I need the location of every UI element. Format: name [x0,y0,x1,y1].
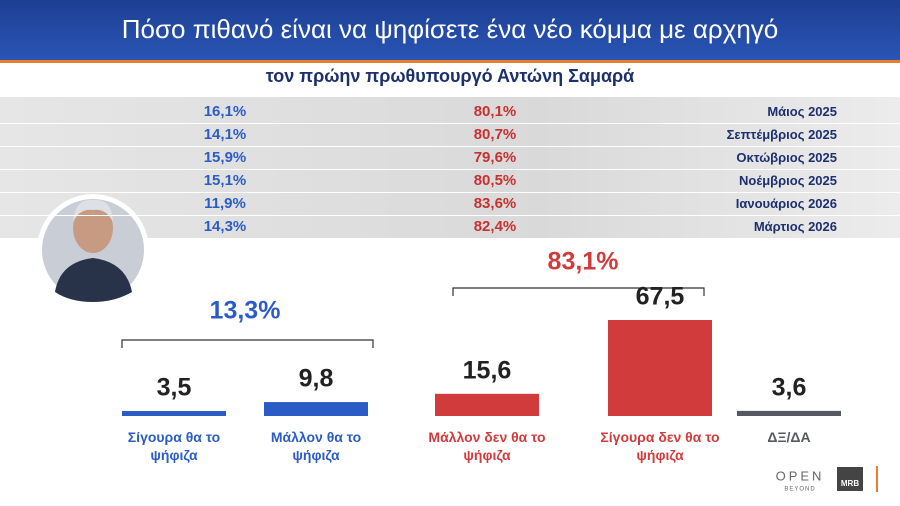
value-label: 3,5 [157,374,192,402]
share-no: 82,4% [473,218,517,235]
subtitle: τον πρώην πρωθυπουργό Αντώνη Σαμαρά [265,66,635,86]
bar [264,402,368,416]
period: Μάρτιος 2026 [753,219,837,234]
value-label: 15,6 [463,356,512,384]
bracket [121,339,374,348]
bar [737,410,841,416]
category-label: Σίγουρα θα το ψήφιζα [127,429,221,463]
logo-text: MRB [841,479,859,488]
period: Νοέμβριος 2025 [739,173,837,188]
value-label: 3,6 [772,373,807,401]
row-divider [0,123,900,124]
header-band [0,0,900,60]
value-label: 9,8 [299,365,334,393]
share-no: 80,1% [473,103,517,120]
share-no: 79,6% [473,149,517,166]
share-no: 80,7% [473,126,517,143]
row-divider [0,192,900,193]
title: Πόσο πιθανό είναι να ψηφίσετε ένα νέο κό… [121,14,779,44]
history-table [0,97,900,238]
category-label: Μάλλον θα το ψήφιζα [270,429,362,463]
category-label: Σίγουρα δεν θα το ψήφιζα [600,429,720,463]
row-divider [0,169,900,170]
category-label: Μάλλον δεν θα το ψήφιζα [428,429,546,463]
logo-box [837,467,863,491]
portrait-body [55,258,132,302]
bar [122,411,226,416]
period: Οκτώβριος 2025 [736,150,837,165]
share-no: 80,5% [473,172,517,189]
value-label: 67,5 [636,283,685,311]
period: Μάιος 2025 [767,104,837,119]
category-label: ΔΞ/ΔΑ [767,429,811,445]
share-yes: 11,9% [204,195,246,212]
share-yes: 15,9% [203,149,247,166]
period: Ιανουάριος 2026 [735,196,837,211]
share-yes: 14,1% [203,126,247,143]
bracket [452,287,705,296]
group-total: 13,3% [210,297,281,325]
accent-line [0,60,900,63]
share-no: 83,6% [473,195,517,212]
bar [608,320,712,416]
bar [435,393,539,416]
row-divider [0,215,900,216]
logo-text: BEYOND [784,487,815,493]
group-total: 83,1% [548,248,619,276]
period: Σεπτέμβριος 2025 [726,127,837,142]
share-yes: 16,1% [203,103,247,120]
logo-text: OPEN [776,468,825,483]
share-yes: 15,1% [203,172,247,189]
row-divider [0,146,900,147]
portrait-hair [73,199,113,222]
share-yes: 14,3% [203,218,247,235]
